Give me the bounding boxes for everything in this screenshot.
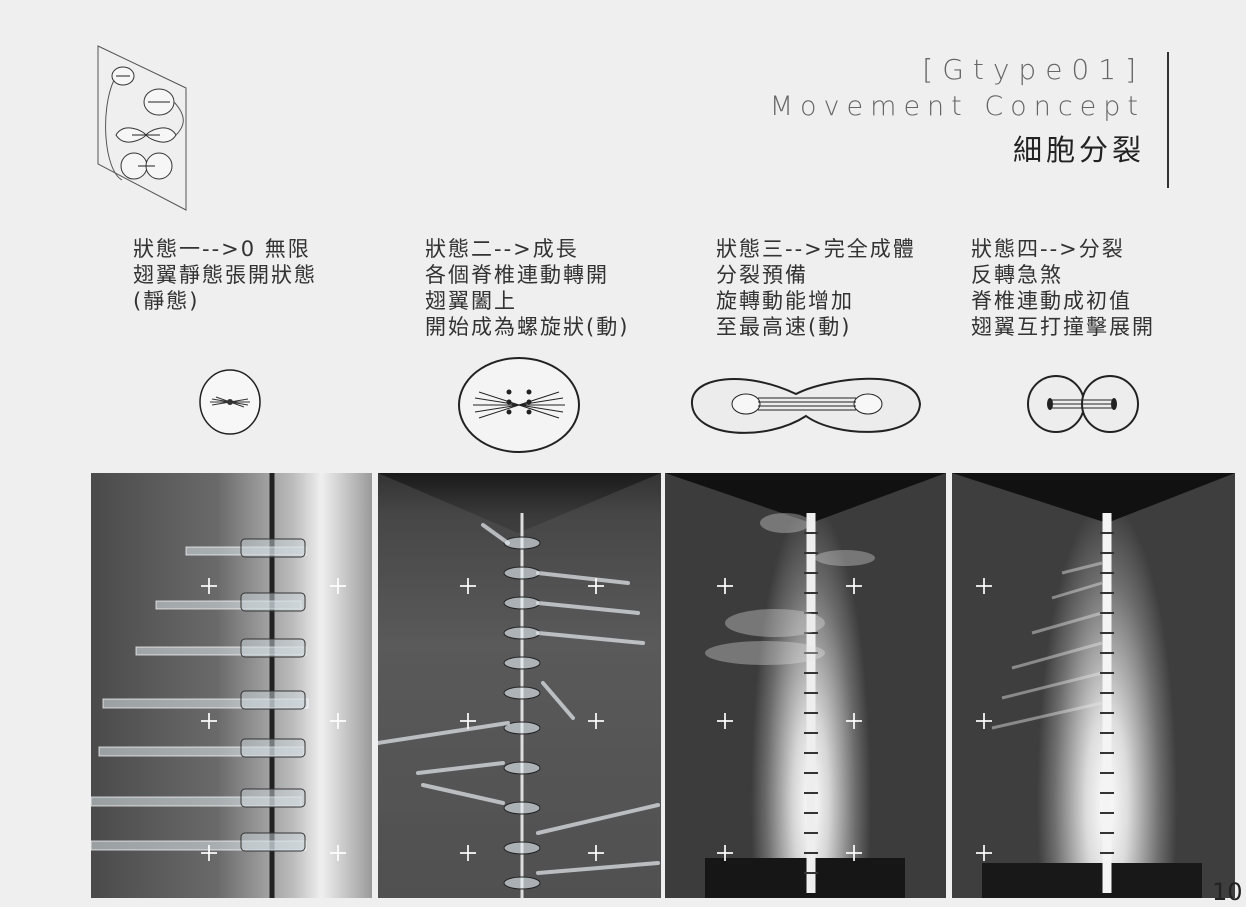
crosshair-mark [717, 578, 733, 594]
cell-division-sketch [97, 45, 187, 211]
crosshair-mark [976, 578, 992, 594]
crosshair-mark [460, 713, 476, 729]
title-divider [1167, 52, 1169, 188]
crosshair-mark [588, 713, 604, 729]
crosshair-mark [588, 578, 604, 594]
crosshair-mark [330, 845, 346, 861]
crosshair-mark [588, 845, 604, 861]
state-3-text: 狀態三-->完全成體 分裂預備 旋轉動能增加 至最高速(動) [716, 237, 916, 339]
title-block: [Gtype01] Movement Concept 細胞分裂 [770, 52, 1145, 172]
crosshair-mark [717, 845, 733, 861]
photo-state-2 [378, 473, 661, 898]
crosshair-mark [460, 845, 476, 861]
cell-state-2-illustration [458, 357, 580, 453]
page-title: 細胞分裂 [1012, 133, 1145, 167]
project-code: [Gtype01] [922, 53, 1145, 86]
crosshair-mark [976, 713, 992, 729]
crosshair-mark [846, 713, 862, 729]
photo-state-1 [91, 473, 372, 898]
state-1-text: 狀態一-->0 無限 翅翼靜態張開狀態 (靜態) [133, 237, 317, 313]
state-2-text: 狀態二-->成長 各個脊椎連動轉開 翅翼闔上 開始成為螺旋狀(動) [425, 237, 630, 339]
crosshair-mark [201, 713, 217, 729]
crosshair-mark [330, 578, 346, 594]
cell-state-3-illustration [690, 377, 922, 434]
subtitle: Movement Concept [769, 91, 1145, 122]
crosshair-mark [460, 578, 476, 594]
page-number: 10 [1212, 878, 1243, 906]
crosshair-mark [201, 578, 217, 594]
cell-state-1-illustration [199, 369, 261, 435]
crosshair-mark [846, 578, 862, 594]
photo-state-3 [665, 473, 946, 898]
state-4-text: 狀態四-->分裂 反轉急煞 脊椎連動成初值 翅翼互打撞擊展開 [971, 237, 1155, 339]
crosshair-mark [330, 713, 346, 729]
crosshair-mark [717, 713, 733, 729]
crosshair-mark [846, 845, 862, 861]
crosshair-mark [976, 845, 992, 861]
crosshair-mark [201, 845, 217, 861]
cell-state-4-illustration [1027, 375, 1139, 433]
photo-state-4 [952, 473, 1235, 898]
